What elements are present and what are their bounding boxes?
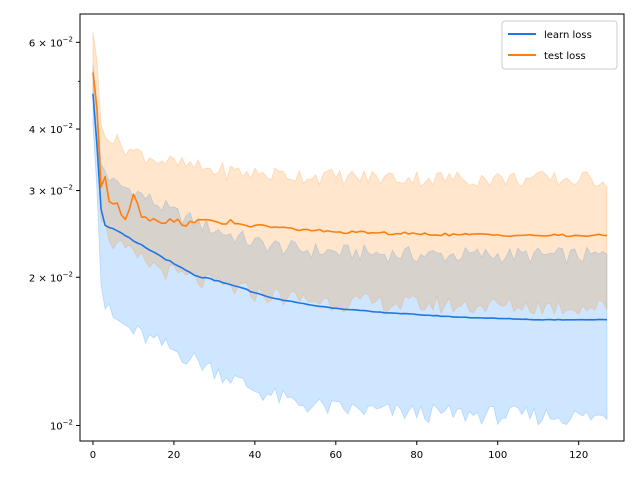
x-tick-label: 20	[168, 450, 181, 461]
x-tick-label: 120	[569, 450, 588, 461]
learn-loss-line	[92, 93, 608, 321]
y-tick-label: 6 × 10−2	[29, 35, 73, 49]
confidence-bands	[92, 31, 608, 426]
y-tick-label: 4 × 10−2	[29, 122, 73, 136]
x-tick-label: 80	[410, 450, 423, 461]
x-axis-ticks: 0 20 40 60 80 100 120	[90, 441, 588, 461]
legend: learn loss test loss	[501, 20, 618, 70]
x-tick-label: 40	[248, 450, 261, 461]
x-tick-label: 100	[488, 450, 507, 461]
test-loss-line	[92, 72, 608, 238]
y-axis-ticks: 10−2 2 × 10−2 3 × 10−2 4 × 10−2 6 × 10−2	[29, 35, 80, 432]
legend-label-learn-loss: learn loss	[544, 30, 592, 41]
x-tick-label: 60	[329, 450, 342, 461]
learn-loss-band	[92, 64, 608, 426]
y-tick-label: 3 × 10−2	[29, 184, 73, 198]
x-tick-label: 0	[90, 450, 96, 461]
axes-frame	[79, 13, 625, 442]
series-lines	[92, 72, 608, 321]
y-tick-label: 2 × 10−2	[29, 270, 73, 284]
y-tick-label: 10−2	[50, 418, 73, 432]
legend-label-test-loss: test loss	[544, 51, 586, 62]
test-loss-band	[92, 31, 608, 316]
